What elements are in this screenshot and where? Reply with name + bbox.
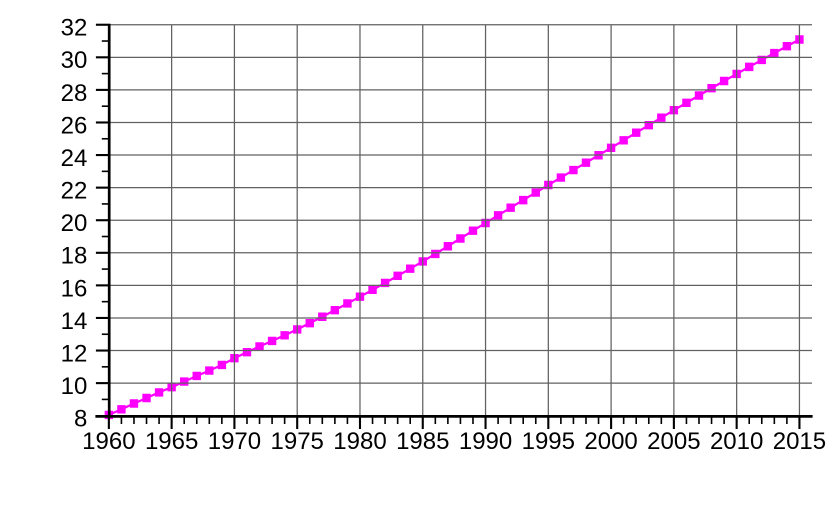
- svg-text:2010: 2010: [710, 428, 763, 455]
- svg-text:1995: 1995: [522, 428, 575, 455]
- svg-text:1985: 1985: [396, 428, 449, 455]
- svg-text:8: 8: [74, 406, 87, 433]
- svg-text:1970: 1970: [208, 428, 261, 455]
- svg-text:1980: 1980: [333, 428, 386, 455]
- svg-text:2015: 2015: [773, 428, 826, 455]
- svg-text:26: 26: [61, 112, 88, 139]
- svg-text:1960: 1960: [82, 428, 135, 455]
- svg-text:30: 30: [61, 47, 88, 74]
- svg-text:14: 14: [61, 308, 88, 335]
- svg-text:2005: 2005: [647, 428, 700, 455]
- svg-text:10: 10: [61, 373, 88, 400]
- svg-text:12: 12: [61, 340, 88, 367]
- svg-text:28: 28: [61, 80, 88, 107]
- svg-text:24: 24: [61, 145, 88, 172]
- svg-text:32: 32: [61, 15, 88, 42]
- svg-text:22: 22: [61, 178, 88, 205]
- svg-text:16: 16: [61, 275, 88, 302]
- svg-text:2000: 2000: [584, 428, 637, 455]
- svg-text:1990: 1990: [459, 428, 512, 455]
- svg-text:18: 18: [61, 243, 88, 270]
- svg-text:1975: 1975: [271, 428, 324, 455]
- svg-text:1965: 1965: [145, 428, 198, 455]
- svg-text:20: 20: [61, 210, 88, 237]
